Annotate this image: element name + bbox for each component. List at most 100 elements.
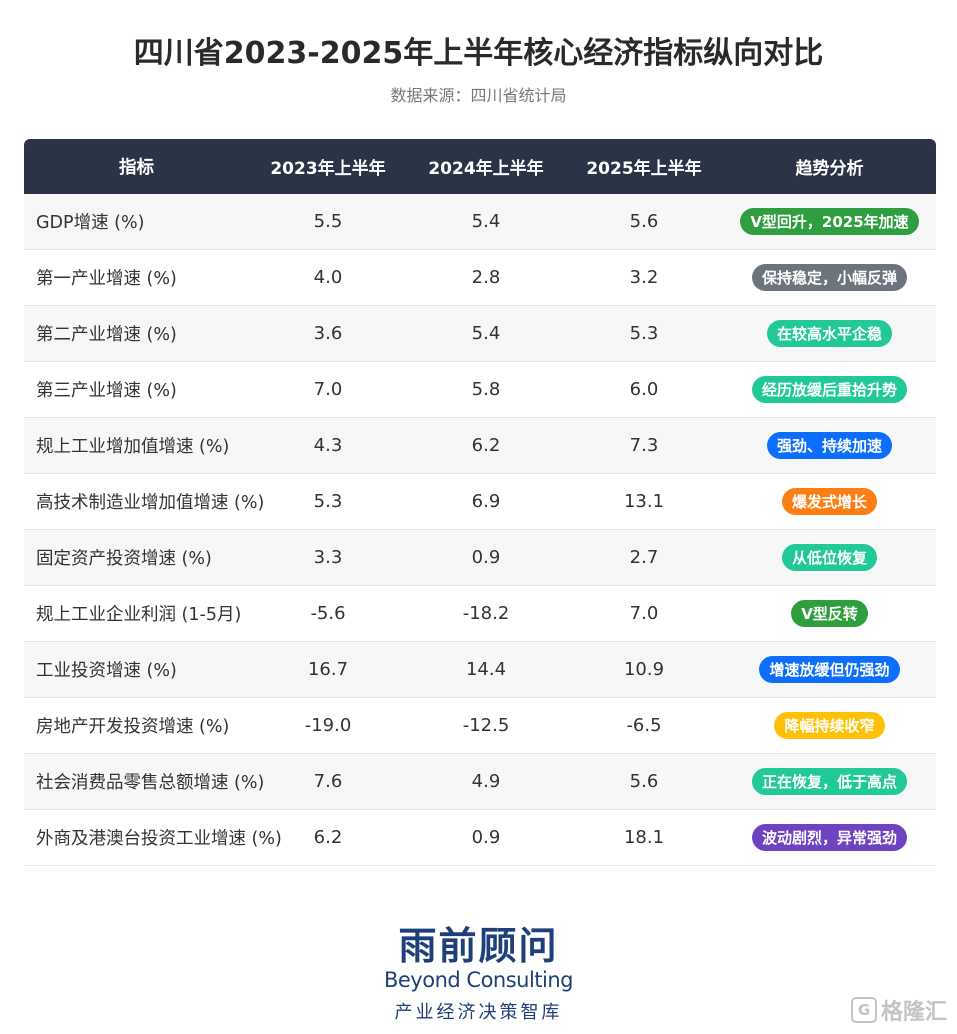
table-row: 第一产业增速 (%) 4.0 2.8 3.2 保持稳定，小幅反弹: [24, 250, 936, 306]
trend-badge: 正在恢复，低于高点: [751, 768, 907, 795]
indicator-table: 指标 2023年上半年 2024年上半年 2025年上半年 趋势分析 GDP增速…: [24, 139, 936, 866]
value-2025: 10.9: [623, 659, 665, 680]
value-2025: -6.5: [626, 715, 662, 736]
value-2025: 13.1: [623, 491, 665, 512]
value-2023: 6.2: [313, 827, 343, 848]
header-2023: 2023年上半年: [270, 159, 386, 179]
trend-badge: 波动剧烈，异常强劲: [751, 824, 907, 851]
value-2023: -19.0: [304, 715, 352, 736]
indicator-name: 固定资产投资增速 (%): [36, 549, 212, 569]
trend-badge: 从低位恢复: [781, 544, 877, 571]
table-row: 高技术制造业增加值增速 (%) 5.3 6.9 13.1 爆发式增长: [24, 474, 936, 530]
logo-tagline: 产业经济决策智库: [394, 1002, 563, 1023]
logo-english: Beyond Consulting: [383, 968, 574, 992]
trend-cell: 增速放缓但仍强劲: [723, 656, 936, 683]
indicator-name: 第三产业增速 (%): [36, 381, 177, 401]
trend-cell: 爆发式增长: [723, 488, 936, 515]
trend-cell: V型反转: [723, 600, 936, 627]
page-title: 四川省2023-2025年上半年核心经济指标纵向对比: [133, 36, 824, 71]
logo-chinese: 雨前顾问: [398, 923, 559, 968]
watermark-g-icon: G: [850, 997, 877, 1023]
table-row: 规上工业增加值增速 (%) 4.3 6.2 7.3 强劲、持续加速: [24, 418, 936, 474]
indicator-name: 第一产业增速 (%): [36, 269, 177, 289]
trend-cell: 强劲、持续加速: [723, 432, 936, 459]
trend-badge: V型反转: [791, 600, 868, 627]
trend-badge: 爆发式增长: [781, 488, 877, 515]
value-2023: 3.3: [313, 547, 343, 568]
header-2025: 2025年上半年: [586, 159, 702, 179]
brand-logo: 雨前顾问 Beyond Consulting 产业经济决策智库: [0, 915, 957, 1024]
trend-cell: 降幅持续收窄: [723, 712, 936, 739]
indicator-name: 规上工业增加值增速 (%): [36, 437, 230, 457]
value-2023: 5.5: [313, 211, 343, 232]
value-2024: 0.9: [471, 547, 501, 568]
table-row: 社会消费品零售总额增速 (%) 7.6 4.9 5.6 正在恢复，低于高点: [24, 754, 936, 810]
table-row: 外商及港澳台投资工业增速 (%) 6.2 0.9 18.1 波动剧烈，异常强劲: [24, 810, 936, 866]
data-source: 数据来源：四川省统计局: [390, 86, 567, 105]
table-row: 工业投资增速 (%) 16.7 14.4 10.9 增速放缓但仍强劲: [24, 642, 936, 698]
value-2024: 14.4: [465, 659, 507, 680]
value-2025: 7.3: [629, 435, 659, 456]
value-2023: 7.0: [313, 379, 343, 400]
trend-badge: 经历放缓后重拾升势: [751, 376, 907, 403]
trend-badge: 在较高水平企稳: [766, 320, 892, 347]
header-2024: 2024年上半年: [428, 159, 544, 179]
value-2024: 0.9: [471, 827, 501, 848]
value-2025: 5.3: [629, 323, 659, 344]
table-row: 第三产业增速 (%) 7.0 5.8 6.0 经历放缓后重拾升势: [24, 362, 936, 418]
trend-cell: V型回升，2025年加速: [723, 208, 936, 235]
watermark-text: 格隆汇: [880, 1000, 947, 1025]
value-2025: 2.7: [629, 547, 659, 568]
table-body: GDP增速 (%) 5.5 5.4 5.6 V型回升，2025年加速第一产业增速 (%)…: [24, 194, 936, 866]
value-2025: 7.0: [629, 603, 659, 624]
value-2023: 5.3: [313, 491, 343, 512]
trend-cell: 正在恢复，低于高点: [723, 768, 936, 795]
indicator-name: 高技术制造业增加值增速 (%): [36, 493, 265, 513]
trend-badge: 降幅持续收窄: [774, 712, 885, 739]
table-row: GDP增速 (%) 5.5 5.4 5.6 V型回升，2025年加速: [24, 194, 936, 250]
value-2025: 3.2: [629, 267, 659, 288]
value-2024: 5.4: [471, 211, 501, 232]
trend-cell: 保持稳定，小幅反弹: [723, 264, 936, 291]
indicator-name: 外商及港澳台投资工业增速 (%): [36, 829, 282, 849]
value-2025: 6.0: [629, 379, 659, 400]
indicator-name: 社会消费品零售总额增速 (%): [36, 773, 265, 793]
table-row: 第二产业增速 (%) 3.6 5.4 5.3 在较高水平企稳: [24, 306, 936, 362]
trend-badge: 强劲、持续加速: [766, 432, 892, 459]
watermark: G 格隆汇: [850, 994, 947, 1026]
trend-cell: 波动剧烈，异常强劲: [723, 824, 936, 851]
header-indicator: 指标: [119, 158, 154, 178]
value-2025: 5.6: [629, 771, 659, 792]
value-2023: 3.6: [313, 323, 343, 344]
indicator-name: GDP增速 (%): [36, 213, 145, 233]
table-row: 规上工业企业利润 (1-5月) -5.6 -18.2 7.0 V型反转: [24, 586, 936, 642]
header-trend: 趋势分析: [795, 159, 864, 179]
indicator-name: 第二产业增速 (%): [36, 325, 177, 345]
trend-cell: 经历放缓后重拾升势: [723, 376, 936, 403]
value-2023: 4.3: [313, 435, 343, 456]
trend-badge: 保持稳定，小幅反弹: [751, 264, 907, 291]
value-2025: 5.6: [629, 211, 659, 232]
trend-cell: 在较高水平企稳: [723, 320, 936, 347]
value-2023: 4.0: [313, 267, 343, 288]
table-header: 指标 2023年上半年 2024年上半年 2025年上半年 趋势分析: [24, 139, 936, 194]
table-row: 房地产开发投资增速 (%) -19.0 -12.5 -6.5 降幅持续收窄: [24, 698, 936, 754]
indicator-name: 房地产开发投资增速 (%): [36, 717, 230, 737]
table-row: 固定资产投资增速 (%) 3.3 0.9 2.7 从低位恢复: [24, 530, 936, 586]
value-2024: 5.8: [471, 379, 501, 400]
value-2024: -18.2: [462, 603, 510, 624]
indicator-name: 工业投资增速 (%): [36, 661, 177, 681]
value-2024: 6.9: [471, 491, 501, 512]
value-2023: -5.6: [310, 603, 346, 624]
value-2025: 18.1: [623, 827, 665, 848]
value-2023: 7.6: [313, 771, 343, 792]
value-2024: 5.4: [471, 323, 501, 344]
trend-cell: 从低位恢复: [723, 544, 936, 571]
value-2023: 16.7: [307, 659, 349, 680]
trend-badge: 增速放缓但仍强劲: [759, 656, 900, 683]
value-2024: 2.8: [471, 267, 501, 288]
indicator-name: 规上工业企业利润 (1-5月): [36, 605, 242, 625]
value-2024: 6.2: [471, 435, 501, 456]
value-2024: -12.5: [462, 715, 510, 736]
trend-badge: V型回升，2025年加速: [740, 208, 919, 235]
